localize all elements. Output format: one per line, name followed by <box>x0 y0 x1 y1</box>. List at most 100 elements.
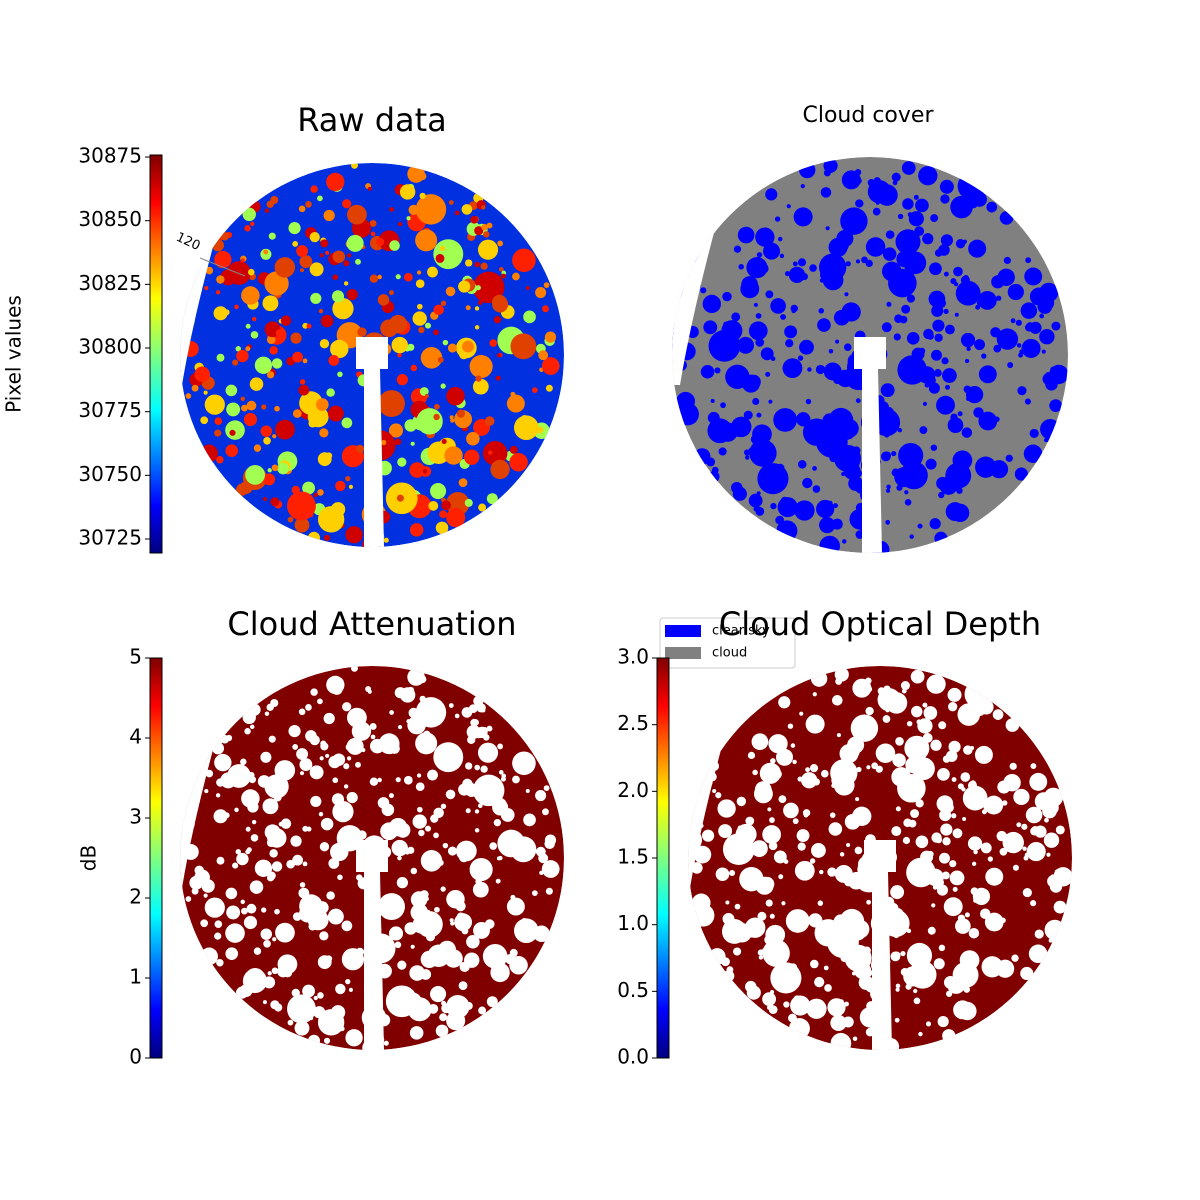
cloud-gap <box>944 324 955 335</box>
cloud-gap <box>430 482 447 500</box>
cloud-gap <box>740 279 760 299</box>
cloud-gap <box>955 239 966 249</box>
cloud-gap <box>882 715 891 723</box>
cloud-gap <box>927 926 936 935</box>
cloud-gap <box>394 941 402 949</box>
cloud-gap <box>988 415 994 422</box>
cloud-gap <box>892 180 898 186</box>
cloud-gap <box>542 808 549 816</box>
cloud-gap <box>296 245 309 258</box>
cloud-gap <box>313 492 318 498</box>
cloud-gap <box>477 300 483 306</box>
cloud-gap <box>877 687 886 695</box>
cloud-gap <box>793 207 813 227</box>
colorbar-tick-label: 2 <box>129 885 142 909</box>
cloud-gap <box>945 384 951 390</box>
cloud-gap <box>299 771 305 776</box>
cloud-gap <box>733 245 742 253</box>
cloud-gap <box>733 947 742 956</box>
cloud-gap <box>957 172 986 200</box>
cloud-gap <box>332 274 339 281</box>
cloud-gap <box>315 398 329 411</box>
cloud-gap <box>805 772 813 781</box>
cloud-gap <box>953 266 963 277</box>
cloud-gap <box>419 695 426 702</box>
cloud-gap <box>271 464 279 472</box>
cloud-gap <box>828 348 834 354</box>
cloud-gap <box>790 995 811 1016</box>
cloud-gap <box>964 358 970 364</box>
cloud-gap <box>737 226 755 244</box>
cloud-gap <box>268 735 276 743</box>
cloud-gap <box>388 793 394 799</box>
cloud-gap <box>383 537 389 543</box>
cloud-gap <box>747 751 756 760</box>
cloud-gap <box>937 768 950 781</box>
cloud-gap <box>937 1016 949 1028</box>
cloud-gap <box>445 286 456 297</box>
cloud-gap <box>1050 366 1056 372</box>
cloud-gap <box>484 416 495 426</box>
cloud-gap <box>492 294 507 310</box>
cloud-gap <box>389 743 400 754</box>
cloud-gap <box>216 856 225 865</box>
cloud-gap <box>942 1029 956 1043</box>
cloud-gap <box>1039 313 1045 319</box>
cloud-gap <box>475 788 481 794</box>
cloud-gap <box>805 714 825 734</box>
cloud-gap <box>759 762 781 784</box>
cloud-gap <box>271 861 283 872</box>
cloud-gap <box>424 896 429 901</box>
cloud-gap <box>1045 436 1052 443</box>
cloud-gap <box>730 481 743 494</box>
cloud-gap <box>815 364 826 375</box>
cloud-gap <box>350 163 358 169</box>
cloud-gap <box>962 817 967 822</box>
cloud-gap <box>211 239 225 252</box>
cloud-gap <box>203 390 208 395</box>
cloud-gap <box>449 918 454 923</box>
cloud-gap <box>936 395 955 415</box>
cloud-gap <box>782 358 803 379</box>
cloud-gap <box>875 765 883 773</box>
cloud-gap <box>828 822 843 836</box>
cloud-gap <box>355 761 361 768</box>
cloud-gap <box>263 752 269 758</box>
cloud-gap <box>216 275 225 284</box>
cloud-gap <box>337 874 343 881</box>
cloud-gap <box>897 213 904 220</box>
cloud-gap <box>851 971 857 976</box>
cloud-gap <box>886 301 892 307</box>
cloud-gap <box>245 967 266 988</box>
cloud-gap <box>967 780 978 791</box>
cloud-gap <box>823 158 838 173</box>
cloud-gap <box>318 811 324 817</box>
cloud-gap <box>298 205 306 213</box>
sky-image <box>688 666 1072 1050</box>
cloud-gap <box>444 446 463 465</box>
cloud-gap <box>369 219 377 227</box>
cloud-gap <box>280 818 292 829</box>
cloud-gap <box>948 702 958 712</box>
cloud-gap <box>406 216 411 221</box>
cloud-gap <box>216 778 225 787</box>
colorbar-tick-label: 5 <box>129 645 142 669</box>
cloud-gap <box>853 469 862 478</box>
cloud-gap <box>541 357 560 375</box>
cloud-gap <box>829 812 836 818</box>
cloud-gap <box>415 782 425 792</box>
cloud-gap <box>797 776 803 782</box>
cloud-gap <box>495 878 501 884</box>
cloud-gap <box>885 230 895 239</box>
cloud-gap <box>317 452 332 467</box>
cloud-gap <box>720 402 726 409</box>
cloud-gap <box>1022 846 1027 851</box>
cloud-gap <box>381 439 387 446</box>
cloud-gap <box>441 941 447 947</box>
cloud-gap <box>236 986 249 999</box>
cloud-gap <box>240 899 245 905</box>
cloud-gap <box>962 239 967 244</box>
cloud-gap <box>968 927 980 939</box>
cloud-gap <box>1049 936 1056 943</box>
cloud-gap <box>440 300 447 307</box>
